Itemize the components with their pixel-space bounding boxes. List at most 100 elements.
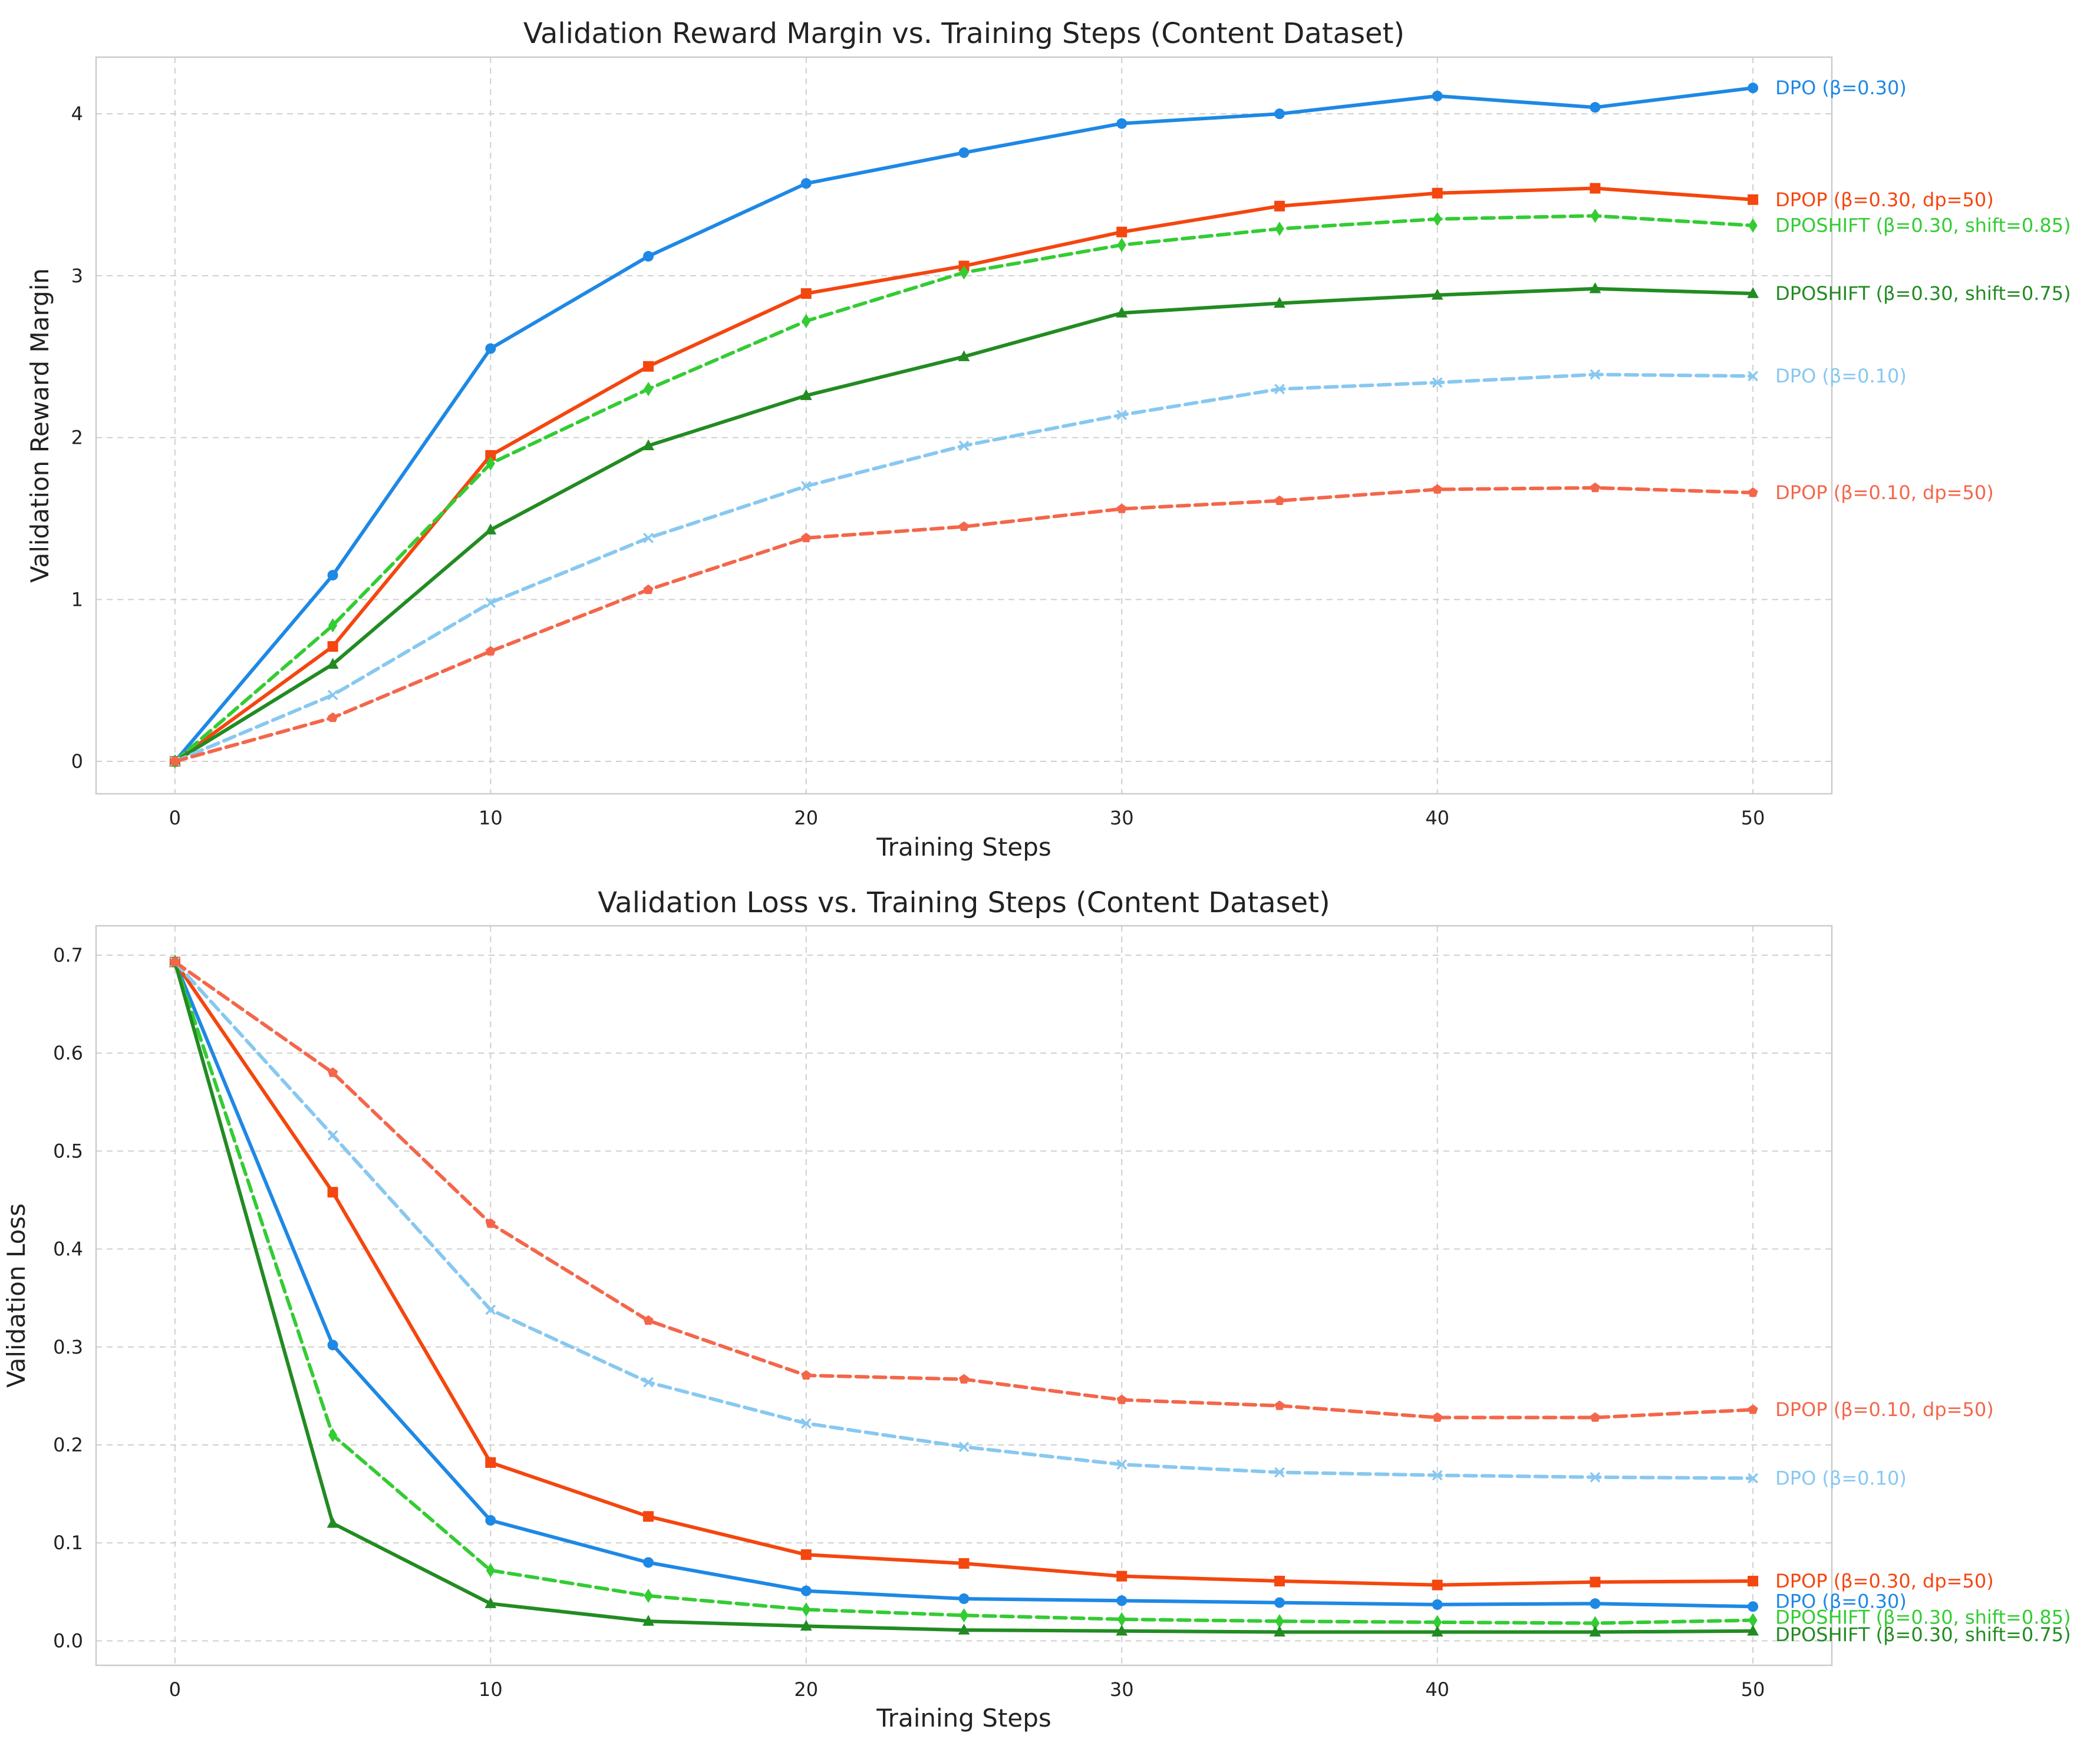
- series-dposhift-0-30-shift-0-85: DPOSHIFT (β=0.30, shift=0.85): [170, 955, 2071, 1631]
- series-dpo-0-30: DPO (β=0.30): [169, 77, 1907, 767]
- y-axis-label: Validation Reward Margin: [25, 268, 54, 583]
- data-point: [1748, 487, 1758, 497]
- data-point: [1274, 1625, 1285, 1637]
- data-point: [1747, 287, 1759, 298]
- data-point: [1590, 369, 1601, 380]
- data-point: [643, 584, 654, 595]
- data-point: [1748, 371, 1759, 382]
- data-point: [327, 658, 339, 669]
- data-point: [643, 361, 654, 372]
- data-point: [801, 1370, 812, 1380]
- series-label: DPO (β=0.30): [1775, 1590, 1907, 1612]
- data-point: [1748, 1613, 1758, 1628]
- data-point: [485, 1457, 496, 1468]
- series-dpop-0-30-dp-50: DPOP (β=0.30, dp=50): [169, 183, 1994, 767]
- y-axis-label: Validation Loss: [2, 1203, 31, 1388]
- data-point: [1117, 237, 1126, 252]
- series-label: DPOP (β=0.30, dp=50): [1775, 189, 1994, 211]
- data-point: [1117, 1612, 1126, 1627]
- data-point: [1274, 1467, 1285, 1478]
- data-point: [800, 178, 812, 189]
- data-point: [958, 1593, 970, 1604]
- data-point: [958, 1374, 970, 1384]
- data-point: [1748, 1601, 1759, 1612]
- data-point: [958, 350, 970, 361]
- series-dpo-0-30: DPO (β=0.30): [169, 956, 1907, 1612]
- data-point: [1589, 282, 1601, 293]
- data-point: [486, 1563, 495, 1578]
- series-label: DPOSHIFT (β=0.30, shift=0.85): [1775, 214, 2071, 237]
- y-tick-label: 4: [71, 103, 83, 125]
- data-point: [1590, 1576, 1601, 1588]
- series-line: [173, 960, 1755, 1420]
- data-point: [643, 1377, 654, 1388]
- data-point: [1116, 1570, 1128, 1582]
- data-point: [1432, 90, 1443, 101]
- data-point: [1590, 1616, 1600, 1631]
- y-tick-label: 0.7: [53, 944, 83, 966]
- y-tick-label: 0.0: [53, 1629, 83, 1652]
- x-tick-label: 10: [479, 807, 503, 829]
- data-point: [1432, 1579, 1443, 1590]
- data-point: [1275, 222, 1284, 236]
- x-tick-label: 40: [1425, 807, 1449, 829]
- data-point: [327, 570, 338, 581]
- x-tick-label: 20: [794, 807, 818, 829]
- series-dposhift-0-30-shift-0-75: DPOSHIFT (β=0.30, shift=0.75): [169, 282, 2071, 766]
- data-point: [1274, 1400, 1285, 1410]
- x-axis-label: Training Steps: [876, 1704, 1051, 1732]
- data-point: [1432, 187, 1443, 199]
- series-dpop-0-10-dp-50: DPOP (β=0.10, dp=50): [170, 481, 1994, 766]
- series-label: DPOP (β=0.10, dp=50): [1775, 1398, 1994, 1421]
- data-point: [1748, 218, 1758, 233]
- data-point: [1590, 1412, 1600, 1422]
- data-point: [485, 1218, 496, 1228]
- series-dposhift-0-30-shift-0-75: DPOSHIFT (β=0.30, shift=0.75): [169, 955, 2071, 1646]
- data-point: [1116, 1394, 1127, 1404]
- series-label: DPOSHIFT (β=0.30, shift=0.75): [1775, 1623, 2071, 1646]
- data-point: [327, 1130, 338, 1141]
- y-tick-label: 0.2: [53, 1434, 83, 1456]
- data-point: [1116, 410, 1128, 421]
- data-point: [170, 956, 180, 966]
- data-point: [485, 1514, 496, 1526]
- data-point: [485, 1304, 496, 1315]
- plot-frame: [95, 925, 1833, 1666]
- data-point: [642, 439, 654, 450]
- data-point: [1274, 1576, 1285, 1587]
- series-line: [173, 86, 1755, 764]
- series-line: [173, 960, 1755, 1480]
- series-line: [173, 960, 1755, 1625]
- plot-frame: [95, 56, 1833, 795]
- data-point: [1748, 1404, 1758, 1414]
- data-point: [642, 1615, 654, 1626]
- data-point: [800, 481, 812, 491]
- data-point: [1590, 482, 1600, 493]
- series-dpop-0-30-dp-50: DPOP (β=0.30, dp=50): [169, 956, 1994, 1592]
- data-point: [1116, 306, 1128, 318]
- data-point: [484, 1597, 497, 1608]
- data-point: [327, 1187, 338, 1198]
- data-point: [1748, 194, 1759, 205]
- series-label: DPOP (β=0.30, dp=50): [1775, 1570, 1994, 1592]
- series-label: DPOP (β=0.10, dp=50): [1775, 481, 1994, 504]
- y-tick-label: 0.5: [53, 1140, 83, 1162]
- data-point: [328, 618, 338, 633]
- x-tick-label: 0: [169, 807, 181, 829]
- chart-panel-1: 0 10 20 30 40 50 0 1 2 3 4 Validation Reward Margin…: [25, 17, 2071, 862]
- data-point: [643, 533, 654, 543]
- series-label: DPO (β=0.10): [1775, 365, 1907, 387]
- data-point: [1432, 1412, 1443, 1422]
- data-point: [485, 597, 496, 608]
- x-tick-label: 20: [794, 1678, 818, 1701]
- data-point: [328, 712, 338, 722]
- data-point: [802, 1602, 811, 1617]
- data-point: [1431, 1625, 1443, 1637]
- data-point: [1116, 1459, 1128, 1470]
- chart-title: Validation Reward Margin vs. Training St…: [523, 17, 1405, 50]
- data-point: [1116, 226, 1128, 237]
- y-tick-label: 2: [71, 427, 83, 449]
- data-point: [959, 1608, 969, 1623]
- y-tick-label: 0.4: [53, 1238, 83, 1260]
